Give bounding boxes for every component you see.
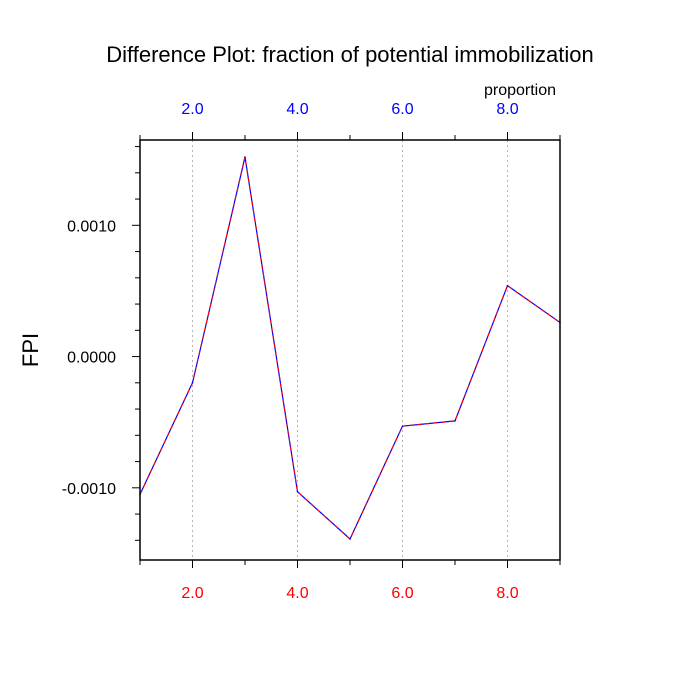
x-tick-label-bottom: 4.0 — [286, 585, 308, 602]
y-tick-label: 0.0000 — [67, 350, 116, 367]
data-point — [349, 538, 351, 540]
data-point — [401, 425, 404, 427]
x-tick-label-top: 8.0 — [496, 101, 518, 118]
series-layer — [139, 156, 561, 540]
chart-title: Difference Plot: fraction of potential i… — [106, 42, 594, 67]
y-tick-label: -0.0010 — [62, 481, 116, 498]
grid-layer — [192, 140, 508, 560]
data-point — [296, 490, 299, 493]
data-point — [244, 156, 246, 158]
plot-frame — [139, 139, 561, 561]
series-line-red — [139, 156, 561, 540]
y-axis-label: FPI — [18, 333, 43, 367]
data-point — [454, 420, 456, 422]
x-tick-label-top: 4.0 — [286, 101, 308, 118]
x-tick-label-bottom: 2.0 — [181, 585, 203, 602]
series-line-blue — [139, 156, 561, 540]
y-tick-label: 0.0010 — [67, 218, 116, 235]
data-point — [506, 284, 509, 287]
top-axis-label: proportion — [484, 82, 556, 99]
x-tick-label-top: 6.0 — [391, 101, 413, 118]
x-tick-label-bottom: 8.0 — [496, 585, 518, 602]
x-tick-label-bottom: 6.0 — [391, 585, 413, 602]
x-tick-label-top: 2.0 — [181, 101, 203, 118]
axis-layer: 2.0 2.0 4.0 4.0 6.0 6.0 8.0 8.0 -0.0010 0.0000 0.0… — [62, 101, 561, 602]
data-point — [191, 382, 194, 384]
